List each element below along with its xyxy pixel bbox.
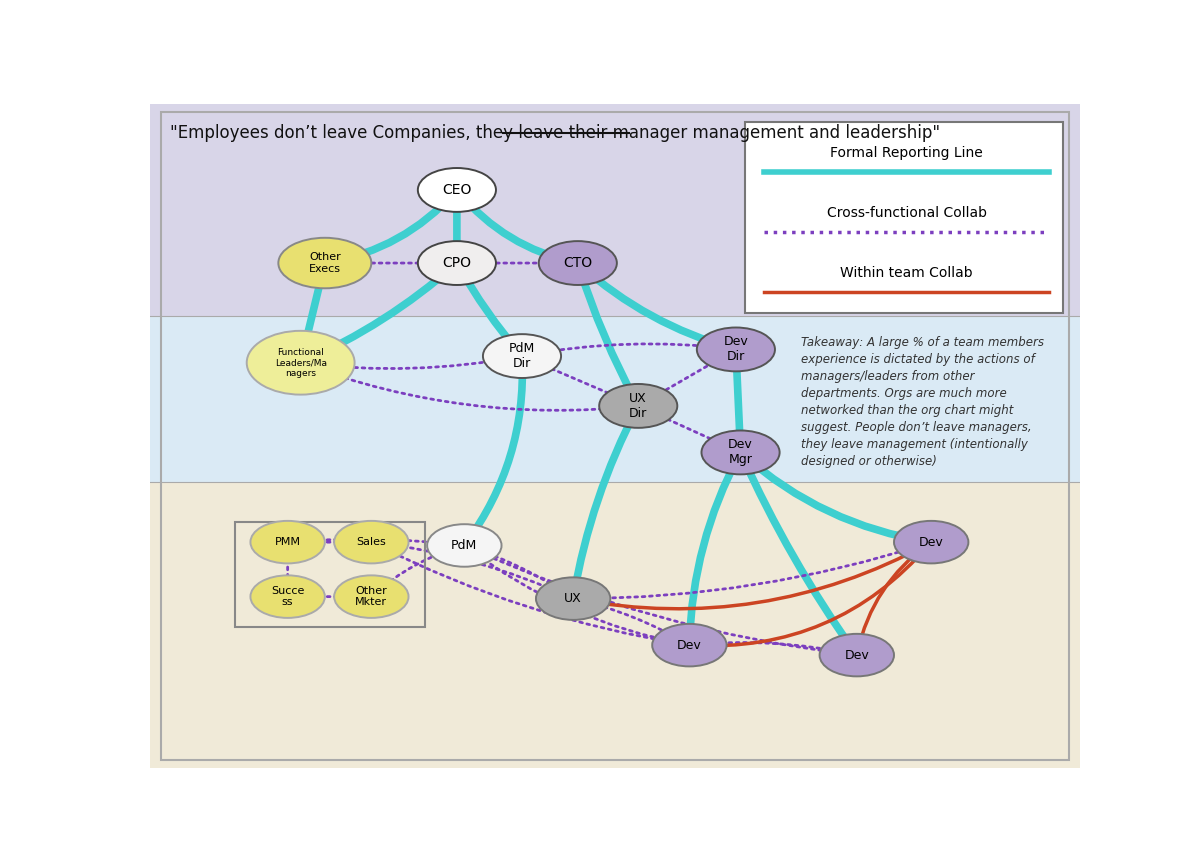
Ellipse shape [418, 241, 496, 285]
Text: Sales: Sales [356, 537, 386, 547]
Text: Succe
ss: Succe ss [271, 586, 305, 608]
Ellipse shape [251, 521, 325, 564]
Ellipse shape [251, 576, 325, 618]
Text: Cross-functional Collab: Cross-functional Collab [827, 206, 986, 220]
Text: PMM: PMM [275, 537, 301, 547]
Ellipse shape [536, 577, 611, 620]
Text: Dev: Dev [677, 639, 702, 652]
Text: Within team Collab: Within team Collab [840, 266, 973, 280]
Ellipse shape [427, 524, 502, 567]
Text: UX
Dir: UX Dir [629, 392, 647, 420]
Ellipse shape [702, 431, 780, 475]
Text: Functional
Leaders/Ma
nagers: Functional Leaders/Ma nagers [275, 348, 326, 378]
Ellipse shape [334, 576, 408, 618]
Ellipse shape [247, 331, 355, 394]
Ellipse shape [697, 327, 775, 371]
Text: Formal Reporting Line: Formal Reporting Line [830, 147, 983, 161]
Text: CEO: CEO [443, 183, 472, 197]
Text: CPO: CPO [443, 256, 472, 270]
Bar [150, 316, 1080, 482]
Ellipse shape [278, 238, 371, 288]
Ellipse shape [418, 168, 496, 212]
Ellipse shape [894, 521, 968, 564]
Text: PdM
Dir: PdM Dir [509, 342, 535, 370]
Text: Other
Execs: Other Execs [308, 252, 341, 274]
Ellipse shape [820, 633, 894, 677]
Text: Dev: Dev [845, 649, 869, 662]
Text: Dev
Dir: Dev Dir [724, 336, 749, 363]
Text: CTO: CTO [563, 256, 593, 270]
Ellipse shape [482, 334, 562, 378]
FancyBboxPatch shape [745, 122, 1063, 313]
Ellipse shape [334, 521, 408, 564]
Text: "Employees don’t leave Companies, they leave their manager management and leader: "Employees don’t leave Companies, they l… [170, 123, 941, 142]
Bar [150, 482, 1080, 768]
Text: UX: UX [564, 592, 582, 605]
Ellipse shape [539, 241, 617, 285]
Bar [150, 104, 1080, 316]
Ellipse shape [599, 384, 677, 428]
Text: Dev
Mgr: Dev Mgr [728, 438, 752, 466]
Text: Takeaway: A large % of a team members
experience is dictated by the actions of
m: Takeaway: A large % of a team members ex… [802, 337, 1044, 468]
Text: Other
Mkter: Other Mkter [355, 586, 388, 608]
Text: PdM: PdM [451, 539, 478, 552]
Text: Dev: Dev [919, 536, 943, 549]
Ellipse shape [652, 624, 727, 666]
